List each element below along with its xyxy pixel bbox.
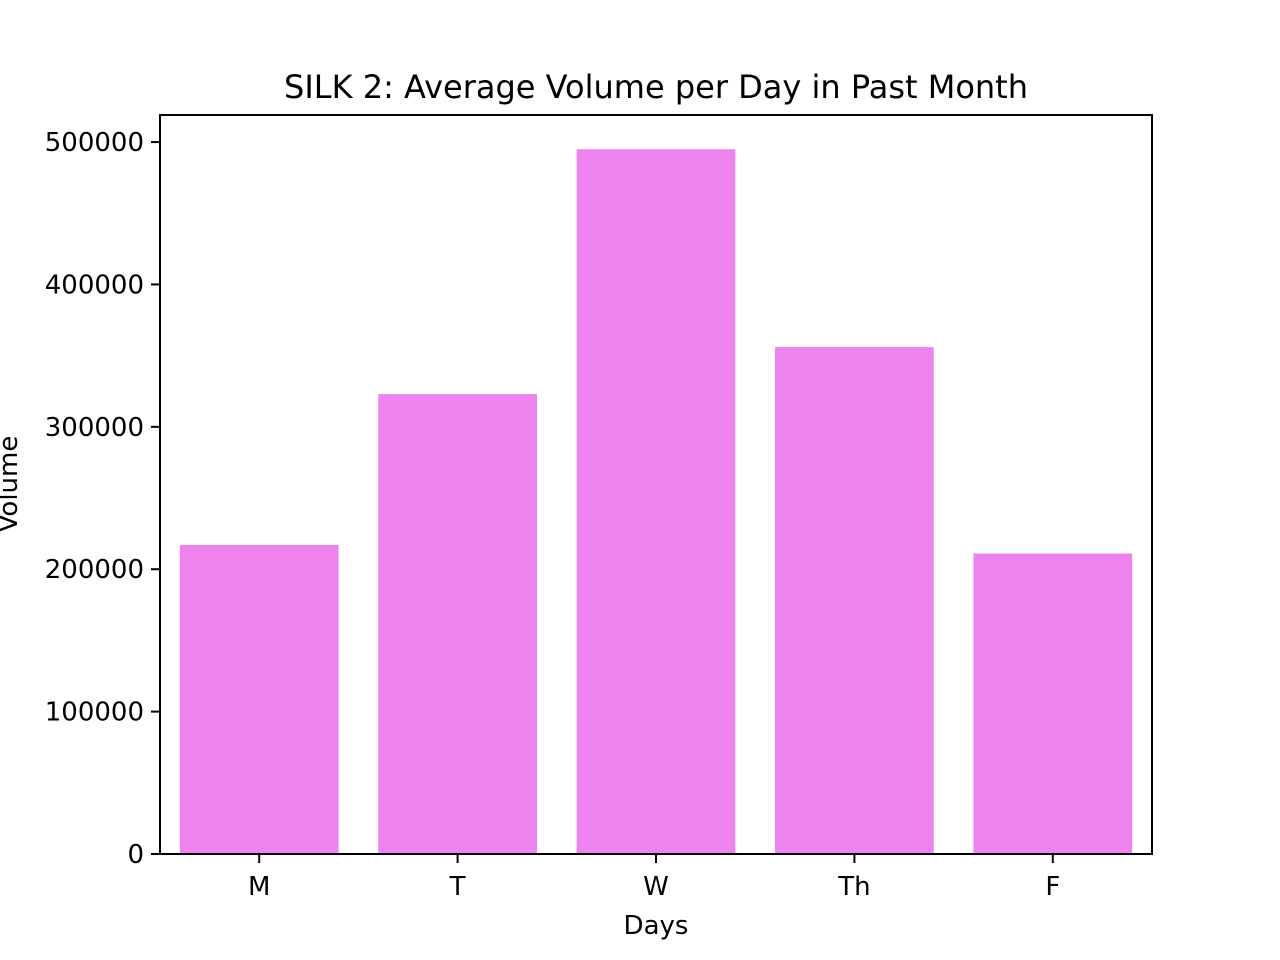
x-tick-label: T xyxy=(449,872,466,902)
x-axis-ticks: M T W Th F xyxy=(248,854,1060,902)
y-axis-ticks: 0 100000 200000 300000 400000 500000 xyxy=(45,128,160,870)
plot-frame xyxy=(159,114,1153,855)
x-tick-label: F xyxy=(1045,872,1060,902)
bars-group xyxy=(179,149,1133,855)
bar-th xyxy=(775,347,934,854)
bar-t xyxy=(378,394,537,854)
y-tick-label: 200000 xyxy=(45,555,144,585)
y-tick-label: 300000 xyxy=(45,413,144,443)
bar-m xyxy=(179,545,339,854)
y-tick-label: 100000 xyxy=(45,698,144,728)
x-tick-label: Th xyxy=(837,872,870,902)
x-axis-label: Days xyxy=(624,911,689,941)
y-tick-label: 0 xyxy=(127,840,144,870)
chart-title: SILK 2: Average Volume per Day in Past M… xyxy=(284,68,1028,106)
y-axis-label: Volume xyxy=(0,436,24,533)
x-tick-label: W xyxy=(643,872,669,902)
y-tick-label: 500000 xyxy=(45,128,144,158)
y-tick-label: 400000 xyxy=(45,270,144,300)
x-tick-label: M xyxy=(248,872,270,902)
bar-w xyxy=(576,149,736,855)
bar-f xyxy=(973,553,1133,854)
